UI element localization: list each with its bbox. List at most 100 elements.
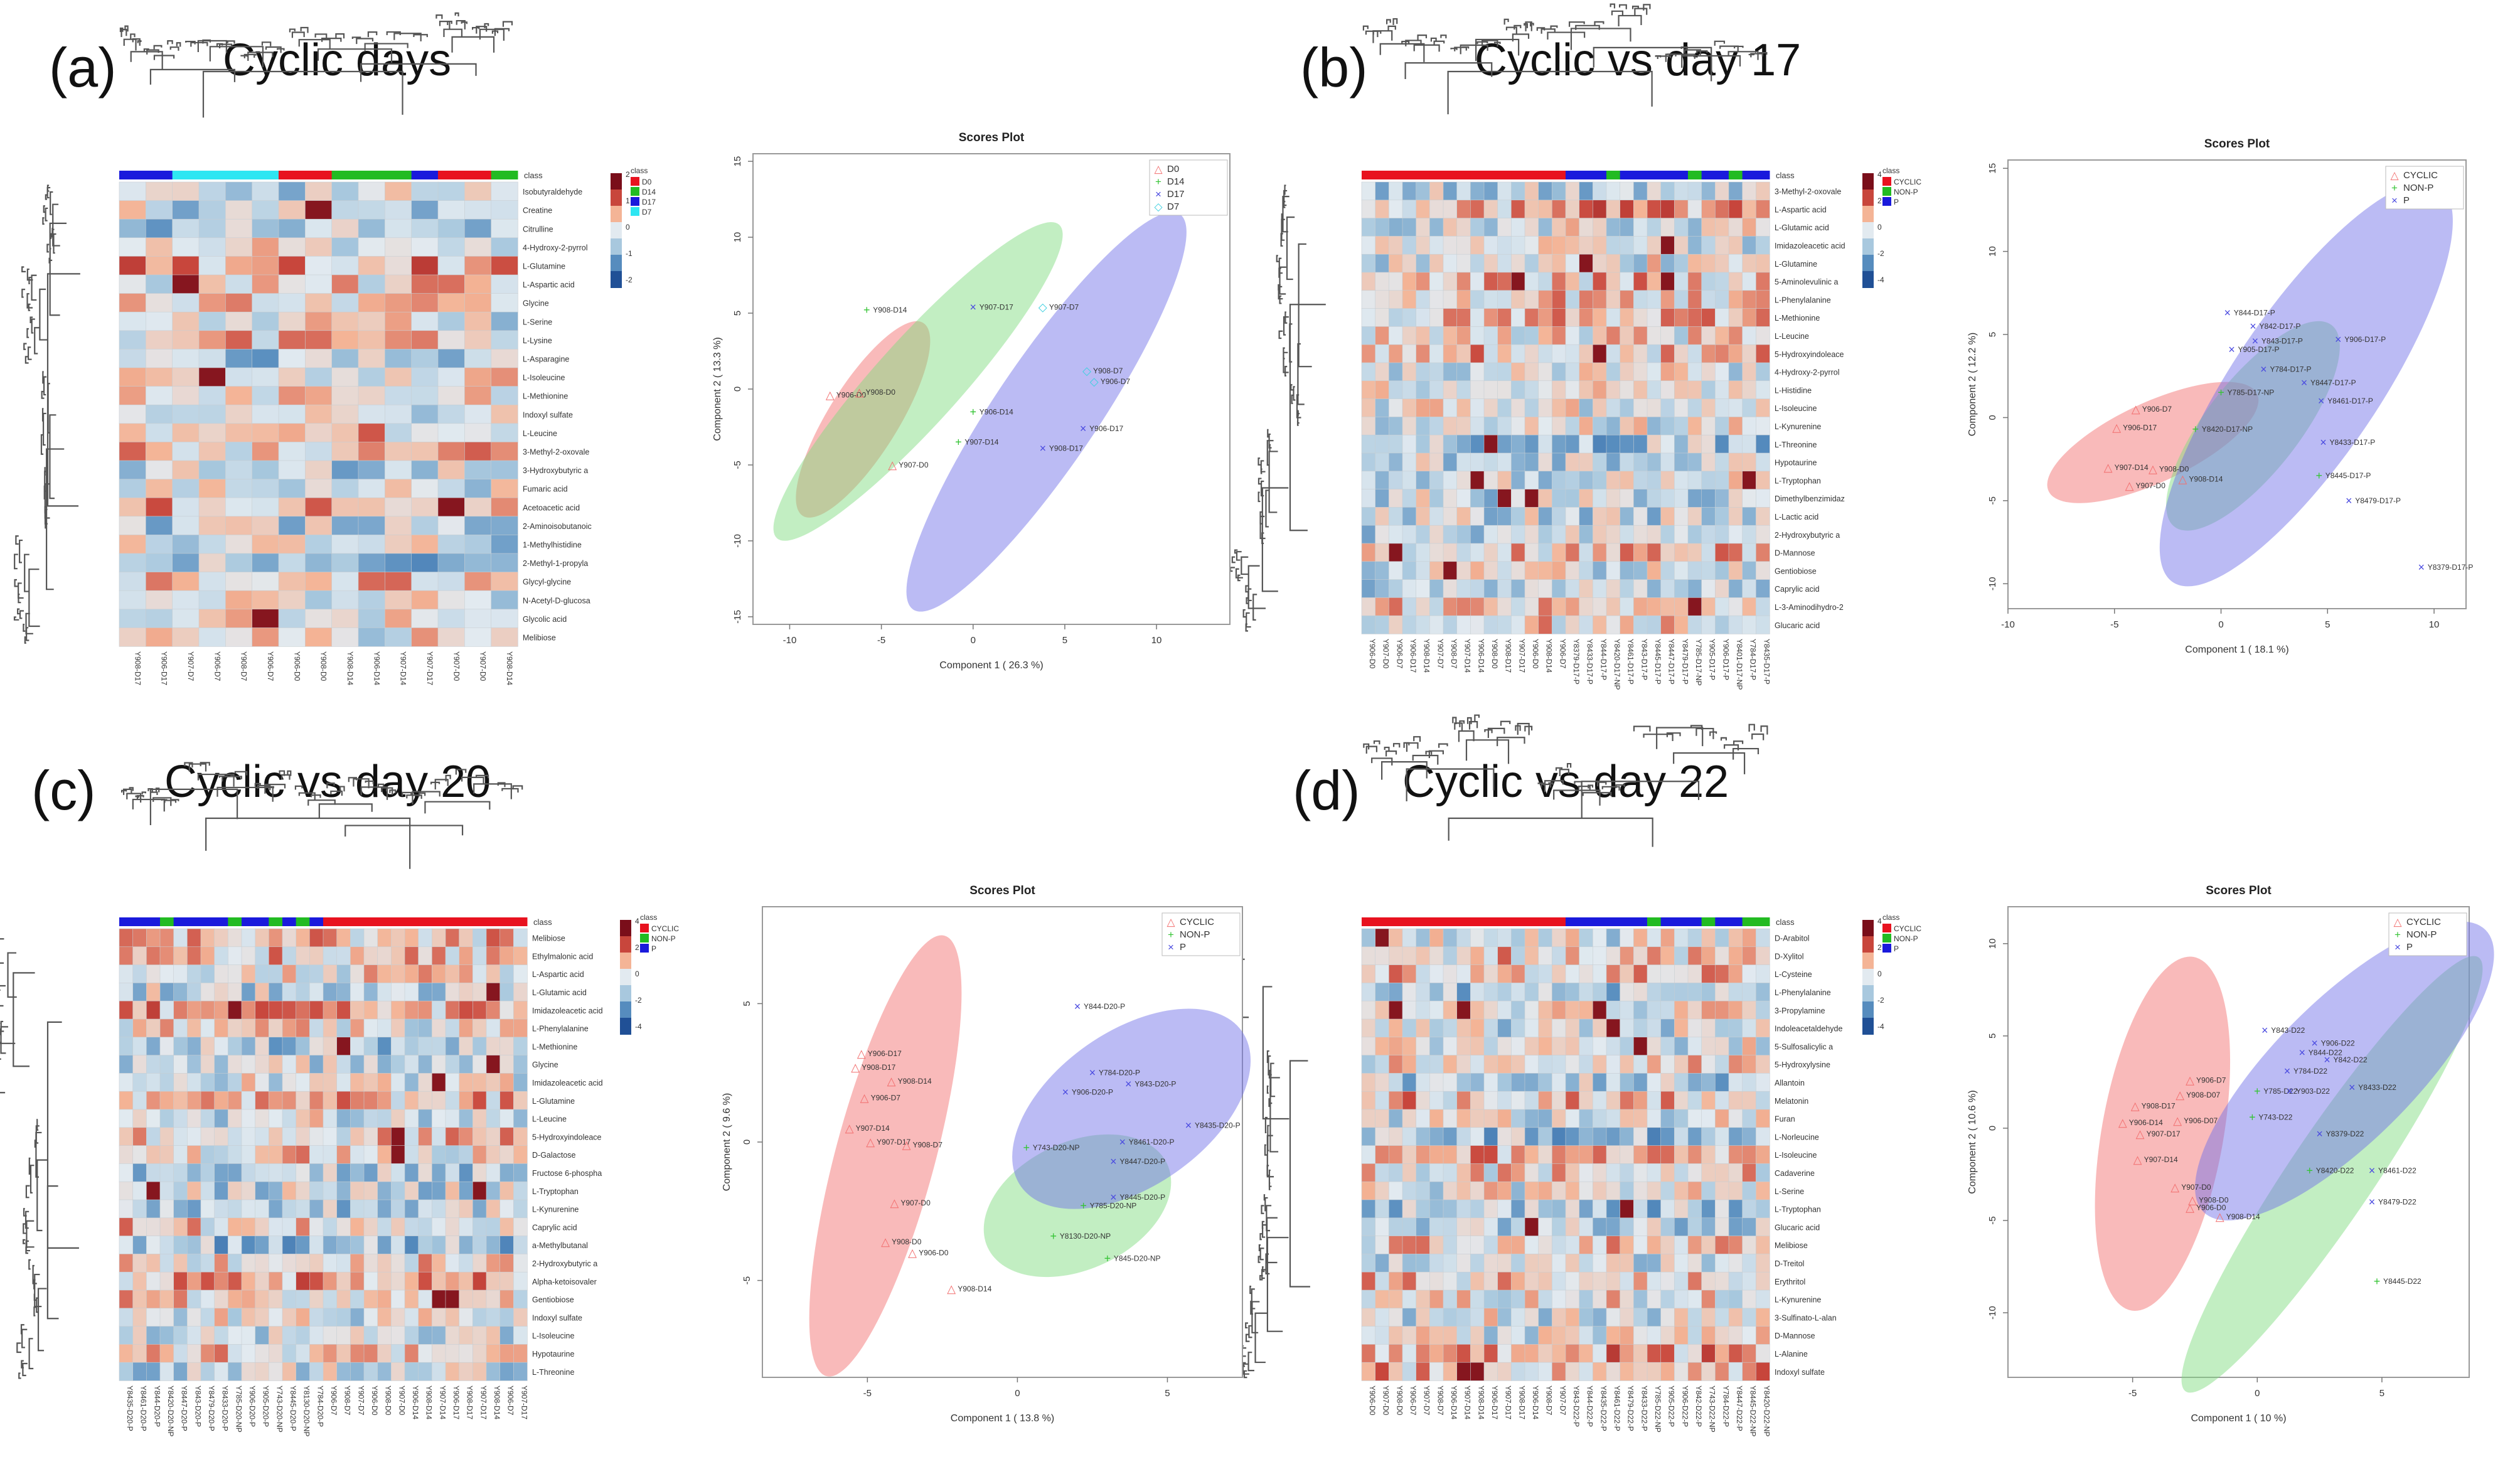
row-label: L-Kynurenine: [1775, 1296, 1821, 1305]
heatmap-cell: [377, 1289, 392, 1309]
heatmap-cell: [1375, 579, 1390, 599]
heatmap-cell: [119, 200, 147, 220]
confidence-ellipse-cyclic: [2095, 956, 2231, 1311]
heatmap-cell: [1511, 1000, 1525, 1020]
heatmap-cell: [1701, 1344, 1716, 1363]
heatmap-cell: [1728, 1199, 1743, 1219]
point-label: Y8461-D17-P: [2327, 397, 2373, 405]
heatmap-cell: [1579, 1055, 1594, 1074]
class-bar-cell: [173, 917, 188, 926]
heatmap-cell: [1470, 434, 1485, 454]
color-scale-tick: 2: [635, 943, 639, 952]
confidence-ellipse-p: [2159, 182, 2453, 587]
heatmap-cell: [187, 1217, 201, 1237]
heatmap-cell: [432, 1145, 446, 1165]
heatmap-cell: [1538, 1145, 1553, 1165]
heatmap-cell: [1593, 1289, 1607, 1309]
heatmap-cell: [1756, 254, 1770, 273]
heatmap-cell: [1524, 344, 1539, 363]
heatmap-cell: [132, 1037, 147, 1056]
heatmap-cell: [1660, 1271, 1675, 1291]
heatmap-cell: [1593, 1236, 1607, 1255]
heatmap-cell: [1593, 1109, 1607, 1128]
heatmap-cell: [1361, 200, 1376, 219]
heatmap-cell: [1742, 272, 1757, 291]
heatmap-cell: [1389, 471, 1403, 490]
heatmap-cell: [418, 983, 433, 1001]
heatmap-cell: [252, 404, 279, 424]
heatmap-cell: [269, 983, 283, 1001]
heatmap-cell: [1402, 290, 1417, 309]
heatmap-cell: [119, 535, 147, 554]
scores-title: Scores Plot: [969, 884, 1035, 897]
heatmap-cell: [1593, 181, 1607, 201]
column-label: Y907-D7: [1558, 1386, 1567, 1416]
heatmap-cell: [391, 1254, 405, 1273]
heatmap-cell: [1742, 561, 1757, 580]
heatmap-cell: [1402, 1127, 1417, 1146]
heatmap-cell: [1633, 1254, 1648, 1273]
heatmap-cell: [172, 572, 200, 591]
heatmap-cell: [358, 516, 386, 536]
heatmap-cell: [472, 1199, 487, 1219]
heatmap-cell: [445, 1289, 460, 1309]
heatmap-cell: [459, 1181, 474, 1200]
heatmap-cell: [1483, 1271, 1498, 1291]
heatmap-cell: [391, 1236, 405, 1255]
heatmap-cell: [363, 1271, 378, 1291]
column-label: Y8447-D17-P: [1667, 639, 1676, 685]
color-scale-tick: 2: [1877, 943, 1882, 952]
heatmap-cell: [255, 1055, 270, 1074]
heatmap-cell: [1687, 326, 1702, 345]
heatmap-cell: [278, 311, 306, 331]
heatmap-cell: [173, 1217, 188, 1237]
heatmap-cell: [1606, 380, 1621, 400]
heatmap-cell: [418, 1236, 433, 1255]
heatmap-cell: [1524, 1073, 1539, 1092]
heatmap-cell: [1579, 344, 1594, 363]
heatmap-cell: [1742, 344, 1757, 363]
heatmap-cell: [445, 1362, 460, 1381]
heatmap-cell: [173, 1199, 188, 1219]
column-label: Y8461-D17-P: [1626, 639, 1635, 685]
heatmap-cell: [486, 1217, 501, 1237]
heatmap-cell: [214, 1163, 229, 1182]
point-label: Y8420-D17-NP: [2202, 425, 2253, 434]
heatmap-cell: [1687, 380, 1702, 400]
heatmap-cell: [187, 964, 201, 984]
heatmap-cell: [119, 1254, 134, 1273]
heatmap-cell: [1606, 1127, 1621, 1146]
heatmap-cell: [1497, 928, 1512, 948]
heatmap-cell: [513, 1181, 528, 1200]
heatmap-cell: [1361, 1289, 1376, 1309]
heatmap-cell: [146, 1326, 161, 1345]
row-label: Indoxyl sulfate: [1775, 1368, 1825, 1377]
heatmap-cell: [1620, 507, 1635, 526]
heatmap-cell: [1524, 579, 1539, 599]
class-bar-cell: [1579, 171, 1593, 179]
x-tick-label: 5: [1165, 1388, 1170, 1399]
heatmap-cell: [146, 627, 173, 647]
heatmap-cell: [499, 1127, 515, 1146]
column-label: Y908-D0: [384, 1386, 393, 1416]
panel-label-b: (b): [1300, 36, 1368, 99]
heatmap-cell: [214, 928, 229, 948]
heatmap-cell: [1593, 1217, 1607, 1237]
heatmap-cell: [1756, 1000, 1770, 1020]
heatmap-cell: [336, 1308, 351, 1327]
heatmap-cell: [296, 1055, 311, 1074]
heatmap-cell: [1579, 1308, 1594, 1327]
heatmap-cell: [472, 1000, 487, 1020]
heatmap-cell: [445, 1109, 460, 1128]
heatmap-cell: [1701, 983, 1716, 1001]
heatmap-cell: [1728, 983, 1743, 1001]
heatmap-cell: [1742, 181, 1757, 201]
heatmap-cell: [418, 1289, 433, 1309]
heatmap-cell: [1687, 398, 1702, 418]
heatmap-cell: [159, 1217, 174, 1237]
heatmap-cell: [1511, 543, 1525, 562]
scores-legend-label: P: [1180, 942, 1186, 953]
heatmap-cell: [1674, 254, 1689, 273]
heatmap-cell: [464, 404, 492, 424]
heatmap-cell: [1593, 1000, 1607, 1020]
